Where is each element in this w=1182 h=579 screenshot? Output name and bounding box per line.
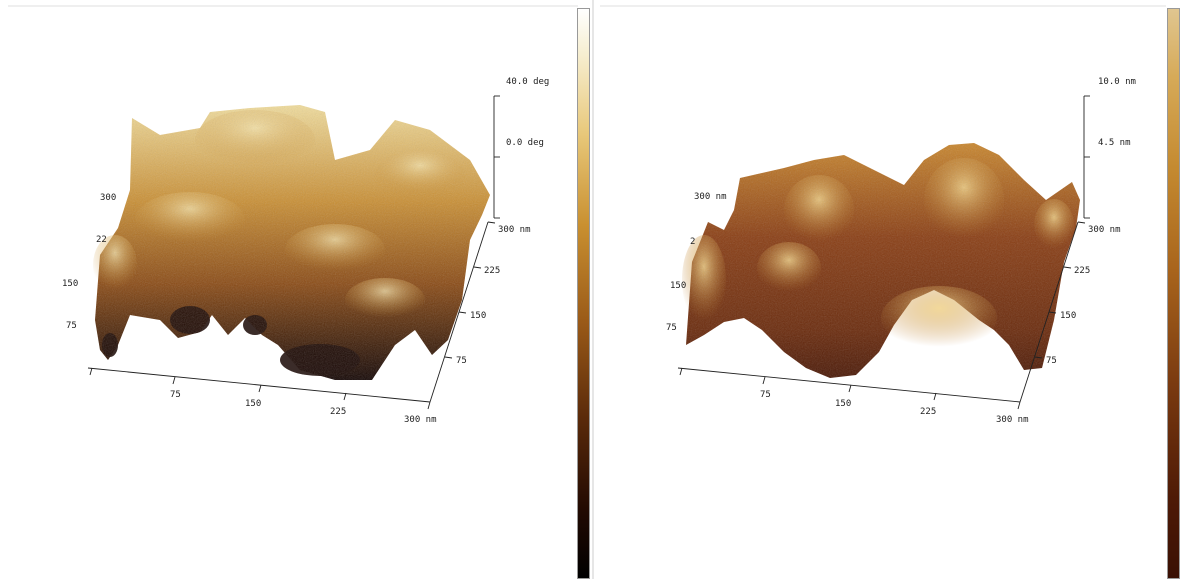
x-axis-ticks [679,367,1021,410]
y-tick-label-75: 75 [456,356,467,366]
y-tick-label-225: 225 [484,266,500,276]
left-tick-label-300: 300 [100,193,116,203]
y-axis-right-ticks [1034,221,1086,359]
x-axis [677,367,1021,403]
afm-phase-panel: 75 150 225 300 nm 75 150 225 300 nm 75 1… [8,5,590,579]
z-scale-top-label: 10.0 nm [1098,77,1136,87]
x-axis [87,367,431,403]
x-axis-ticks [89,367,431,410]
y-tick-label-300: 300 nm [498,225,531,235]
afm-height-panel: 75 150 225 300 nm 75 150 225 300 nm 75 1… [594,0,1182,579]
panel-border [600,5,1166,7]
z-scale-mid-label: 0.0 deg [506,138,544,148]
y-tick-label-150: 150 [1060,311,1076,321]
x-tick-label-300: 300 nm [996,415,1029,425]
panel-divider [592,0,594,579]
left-tick-label-150: 150 [670,281,686,291]
x-tick-label-300: 300 nm [404,415,437,425]
y-tick-label-300: 300 nm [1088,225,1121,235]
left-tick-label-75: 75 [666,323,677,333]
x-tick-label-225: 225 [330,407,346,417]
height-3d-plot: 75 150 225 300 nm 75 150 225 300 nm 75 1… [666,77,1136,425]
x-tick-label-75: 75 [760,390,771,400]
z-axis-ticks [494,95,500,219]
phase-colorbar [577,8,590,579]
left-tick-label-150: 150 [62,279,78,289]
z-axis-ticks [1084,95,1090,219]
x-tick-label-150: 150 [835,399,851,409]
z-scale-mid-label: 4.5 nm [1098,138,1131,148]
height-colorbar [1167,8,1180,579]
surface-texture [95,105,490,380]
y-tick-label-150: 150 [470,311,486,321]
panel-border [8,5,578,7]
x-tick-label-75: 75 [170,390,181,400]
z-scale-top-label: 40.0 deg [506,77,549,87]
phase-3d-plot: 75 150 225 300 nm 75 150 225 300 nm 75 1… [62,77,549,425]
left-tick-label-225: 2 [690,237,695,247]
y-axis-right-ticks [444,221,496,359]
y-tick-label-75: 75 [1046,356,1057,366]
left-tick-label-300: 300 nm [694,192,727,202]
x-tick-label-225: 225 [920,407,936,417]
left-tick-label-225: 22 [96,235,107,245]
left-tick-label-75: 75 [66,321,77,331]
x-tick-label-150: 150 [245,399,261,409]
y-tick-label-225: 225 [1074,266,1090,276]
surface-texture [686,143,1080,378]
